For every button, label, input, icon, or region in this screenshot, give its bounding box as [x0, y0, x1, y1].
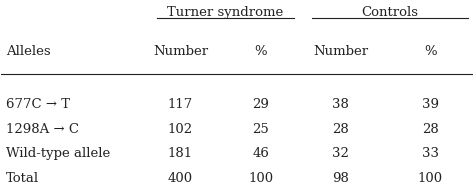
Text: 677C → T: 677C → T — [6, 98, 70, 111]
Text: Controls: Controls — [362, 6, 419, 19]
Text: 38: 38 — [332, 98, 349, 111]
Text: Alleles: Alleles — [6, 44, 51, 57]
Text: 98: 98 — [332, 172, 349, 185]
Text: 117: 117 — [168, 98, 193, 111]
Text: 1298A → C: 1298A → C — [6, 123, 79, 136]
Text: 33: 33 — [422, 147, 439, 160]
Text: 32: 32 — [332, 147, 349, 160]
Text: 39: 39 — [422, 98, 439, 111]
Text: 29: 29 — [252, 98, 269, 111]
Text: 28: 28 — [422, 123, 438, 136]
Text: Wild-type allele: Wild-type allele — [6, 147, 110, 160]
Text: 46: 46 — [252, 147, 269, 160]
Text: Number: Number — [153, 44, 208, 57]
Text: 102: 102 — [168, 123, 193, 136]
Text: %: % — [424, 44, 437, 57]
Text: 28: 28 — [332, 123, 349, 136]
Text: Total: Total — [6, 172, 39, 185]
Text: 100: 100 — [418, 172, 443, 185]
Text: Turner syndrome: Turner syndrome — [167, 6, 283, 19]
Text: 181: 181 — [168, 147, 193, 160]
Text: Number: Number — [313, 44, 368, 57]
Text: %: % — [254, 44, 267, 57]
Text: 100: 100 — [248, 172, 273, 185]
Text: 400: 400 — [168, 172, 193, 185]
Text: 25: 25 — [252, 123, 269, 136]
